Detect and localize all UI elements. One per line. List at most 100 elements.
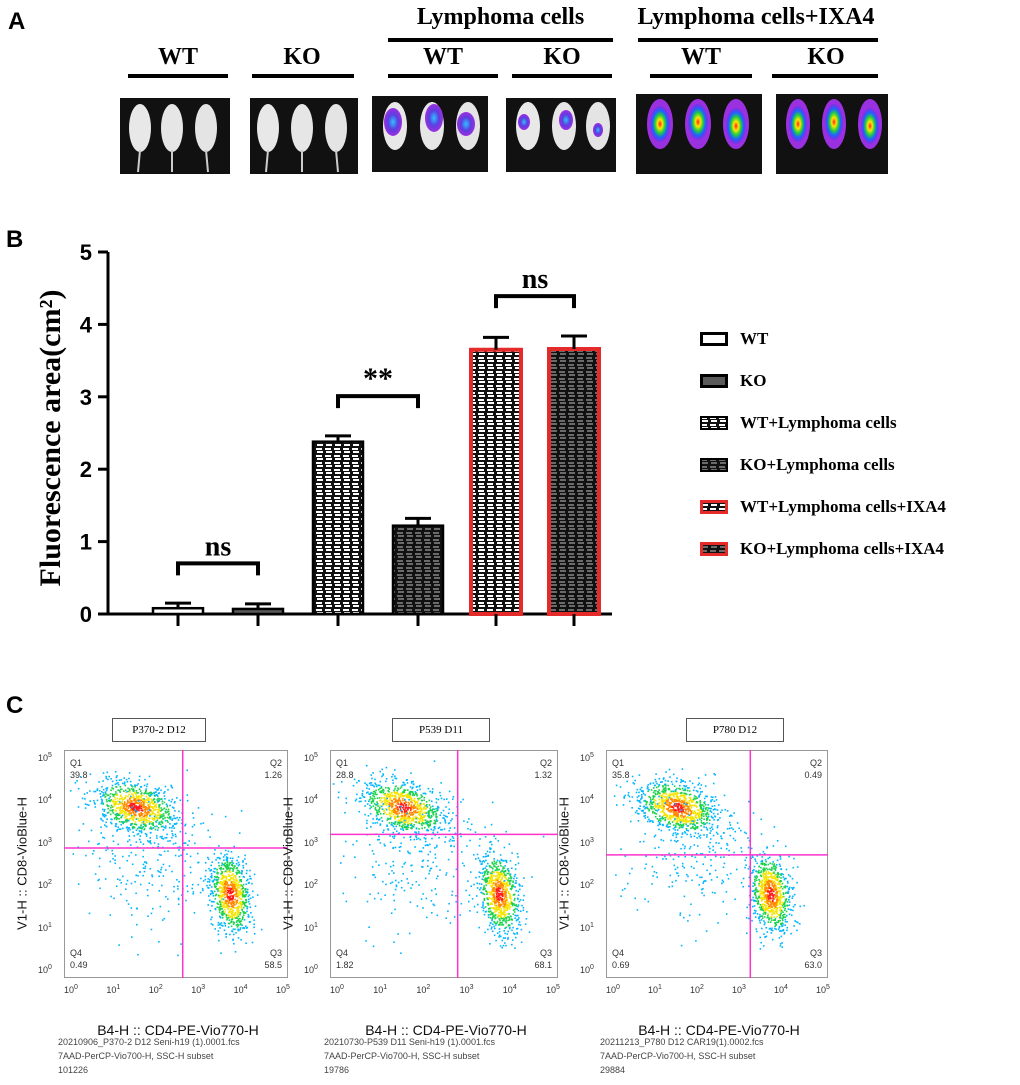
event-dot [370, 802, 373, 804]
event-dot [133, 790, 135, 792]
event-dot [667, 818, 669, 821]
event-dot [243, 902, 246, 905]
event-dot [524, 923, 527, 925]
wt-lymphoma-mice-image [372, 96, 488, 172]
plot-frame [330, 750, 558, 978]
event-dot [636, 799, 639, 802]
event-dot [105, 825, 108, 828]
event-dot [627, 791, 630, 794]
event-dot [517, 905, 519, 908]
event-dot [420, 815, 422, 818]
event-dot [225, 867, 228, 870]
event-dot [153, 817, 156, 820]
event-dot [708, 822, 711, 825]
event-dot [712, 796, 714, 799]
event-dot [432, 811, 434, 814]
event-dot [440, 797, 443, 800]
event-dot [228, 879, 230, 881]
event-dot [416, 793, 418, 796]
event-dot [108, 797, 110, 800]
event-dot [514, 868, 517, 870]
event-dot [110, 789, 112, 792]
event-dot [668, 805, 670, 808]
event-dot [495, 939, 497, 942]
event-dot [695, 805, 698, 808]
event-dot [424, 805, 426, 807]
event-dot [680, 816, 683, 819]
event-dot [695, 790, 698, 792]
event-dot [114, 771, 117, 773]
event-dot [224, 925, 227, 927]
event-dot [488, 882, 491, 885]
event-dot [135, 854, 137, 856]
event-dot [732, 828, 734, 831]
event-dot [659, 823, 662, 826]
event-dot [236, 901, 238, 903]
event-dot [658, 805, 660, 808]
event-dot [664, 783, 667, 786]
event-dot [509, 897, 512, 899]
event-dot [221, 913, 224, 915]
event-dot [147, 811, 149, 813]
event-dot [224, 923, 226, 925]
event-dot [225, 933, 227, 936]
event-dot [372, 822, 374, 824]
event-dot [405, 794, 408, 796]
event-dot [125, 827, 128, 829]
event-dot [128, 804, 131, 807]
event-dot [420, 850, 422, 853]
event-dot [157, 814, 159, 816]
event-dot [412, 819, 415, 822]
event-dot [411, 826, 414, 828]
event-dot [225, 888, 228, 891]
event-dot [236, 910, 239, 913]
event-dot [502, 885, 504, 888]
event-dot [467, 827, 469, 830]
event-dot [231, 857, 234, 860]
event-dot [647, 783, 650, 786]
event-dot [211, 890, 214, 893]
event-dot [444, 820, 446, 822]
event-dot [403, 816, 405, 819]
event-dot [128, 811, 131, 814]
event-dot [97, 843, 99, 845]
event-dot [395, 785, 397, 788]
event-dot [202, 822, 205, 824]
event-dot [422, 866, 424, 868]
event-dot [373, 790, 376, 793]
event-dot [230, 921, 232, 923]
event-dot [395, 807, 398, 810]
event-dot [431, 790, 434, 793]
event-dot [399, 794, 402, 796]
event-dot [209, 879, 211, 881]
event-dot [110, 806, 112, 809]
event-dot [389, 799, 391, 801]
event-dot [469, 828, 472, 831]
event-dot [497, 885, 499, 888]
event-dot [489, 917, 492, 919]
event-dot [663, 777, 665, 779]
event-dot [393, 815, 396, 818]
event-dot [161, 816, 163, 818]
event-dot [640, 810, 643, 812]
significance-bracket [336, 394, 420, 409]
event-dot [509, 880, 511, 882]
event-dot [135, 796, 138, 798]
event-dot [693, 797, 696, 800]
event-dot [226, 917, 229, 920]
event-dot [755, 875, 758, 877]
event-dot [224, 876, 227, 879]
event-dot [679, 792, 682, 794]
event-dot [491, 882, 493, 885]
event-dot [509, 860, 512, 862]
event-dot [404, 861, 407, 864]
event-dot [379, 813, 382, 815]
event-dot [372, 853, 375, 855]
event-dot [105, 787, 107, 790]
event-dot [417, 805, 420, 807]
event-dot [109, 860, 112, 863]
event-dot [174, 842, 177, 844]
event-dot [126, 790, 128, 793]
event-dot [496, 867, 498, 870]
event-dot [507, 930, 509, 933]
